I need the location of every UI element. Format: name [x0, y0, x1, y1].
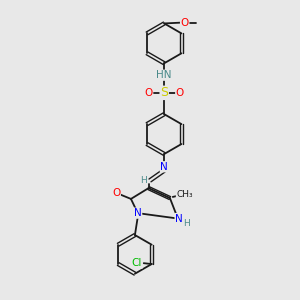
Text: O: O — [112, 188, 120, 198]
Text: S: S — [160, 86, 168, 99]
Text: HN: HN — [157, 70, 172, 80]
Text: O: O — [145, 88, 153, 98]
Text: O: O — [181, 18, 189, 28]
Text: N: N — [175, 214, 183, 224]
Text: Cl: Cl — [132, 258, 142, 268]
Text: CH₃: CH₃ — [176, 190, 193, 199]
Text: N: N — [134, 208, 142, 218]
Text: N: N — [160, 162, 168, 172]
Text: H: H — [183, 219, 190, 228]
Text: O: O — [176, 88, 184, 98]
Text: H: H — [140, 176, 147, 185]
